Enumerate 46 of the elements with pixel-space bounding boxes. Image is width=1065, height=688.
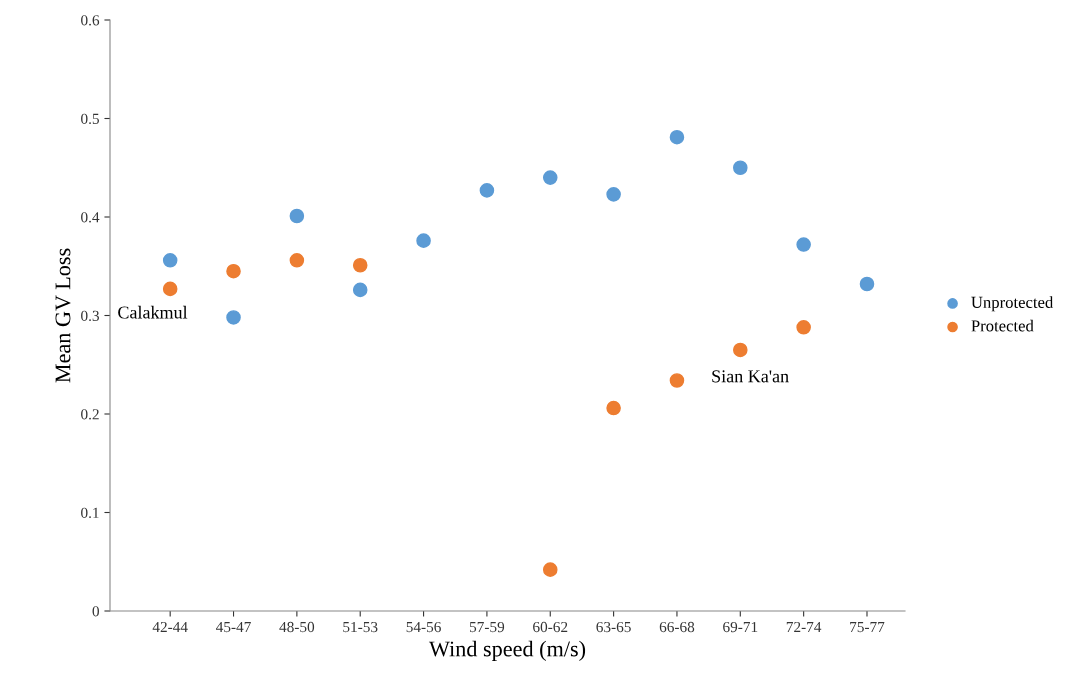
point [542, 170, 558, 185]
y-tick-label: 0.5 [81, 113, 99, 125]
point [352, 282, 368, 298]
y-axis-title: Mean GV Loss [55, 248, 71, 383]
point [352, 257, 368, 273]
point [796, 237, 811, 252]
legend-label: Unprotected [971, 296, 1054, 312]
annotation: Calakmul [118, 305, 188, 319]
point [733, 160, 748, 176]
point [289, 208, 305, 224]
x-tick-label: 66-68 [659, 621, 695, 633]
point [542, 562, 558, 577]
point [162, 281, 178, 297]
x-tick-label: 42-44 [152, 621, 188, 633]
x-tick-label: 72-74 [786, 621, 822, 633]
annotation: Sian Ka'an [712, 370, 789, 383]
y-tick-label: 0.2 [81, 409, 99, 420]
x-axis-title: Wind speed (m/s) [428, 640, 586, 661]
point [226, 263, 241, 279]
x-tick-label: 60-62 [533, 621, 568, 633]
y-tick-label: 0.1 [81, 507, 99, 519]
legend-label: Protected [971, 319, 1034, 332]
point [669, 129, 685, 145]
point [162, 253, 178, 268]
x-tick-label: 57-59 [469, 621, 505, 633]
x-tick-label: 63-65 [596, 621, 631, 633]
x-tick-label: 51-53 [343, 621, 378, 633]
point [479, 183, 495, 198]
point [606, 187, 621, 202]
point [733, 342, 748, 358]
x-tick-label: 54-56 [406, 621, 441, 633]
point [606, 400, 621, 416]
point [226, 310, 241, 325]
y-tick-label: 0.6 [81, 15, 100, 26]
x-tick-label: 45-47 [216, 621, 251, 633]
y-tick-label: 0.4 [81, 212, 100, 223]
x-tick-label: 48-50 [279, 621, 315, 633]
y-tick-label: 0.3 [81, 310, 99, 322]
point [669, 373, 685, 388]
y-tick-label: 0 [92, 606, 99, 617]
x-tick-label: 75-77 [850, 622, 885, 633]
point [859, 276, 875, 292]
point [289, 253, 305, 268]
point [796, 320, 811, 335]
point [416, 233, 431, 248]
x-tick-label: 69-71 [723, 621, 758, 633]
